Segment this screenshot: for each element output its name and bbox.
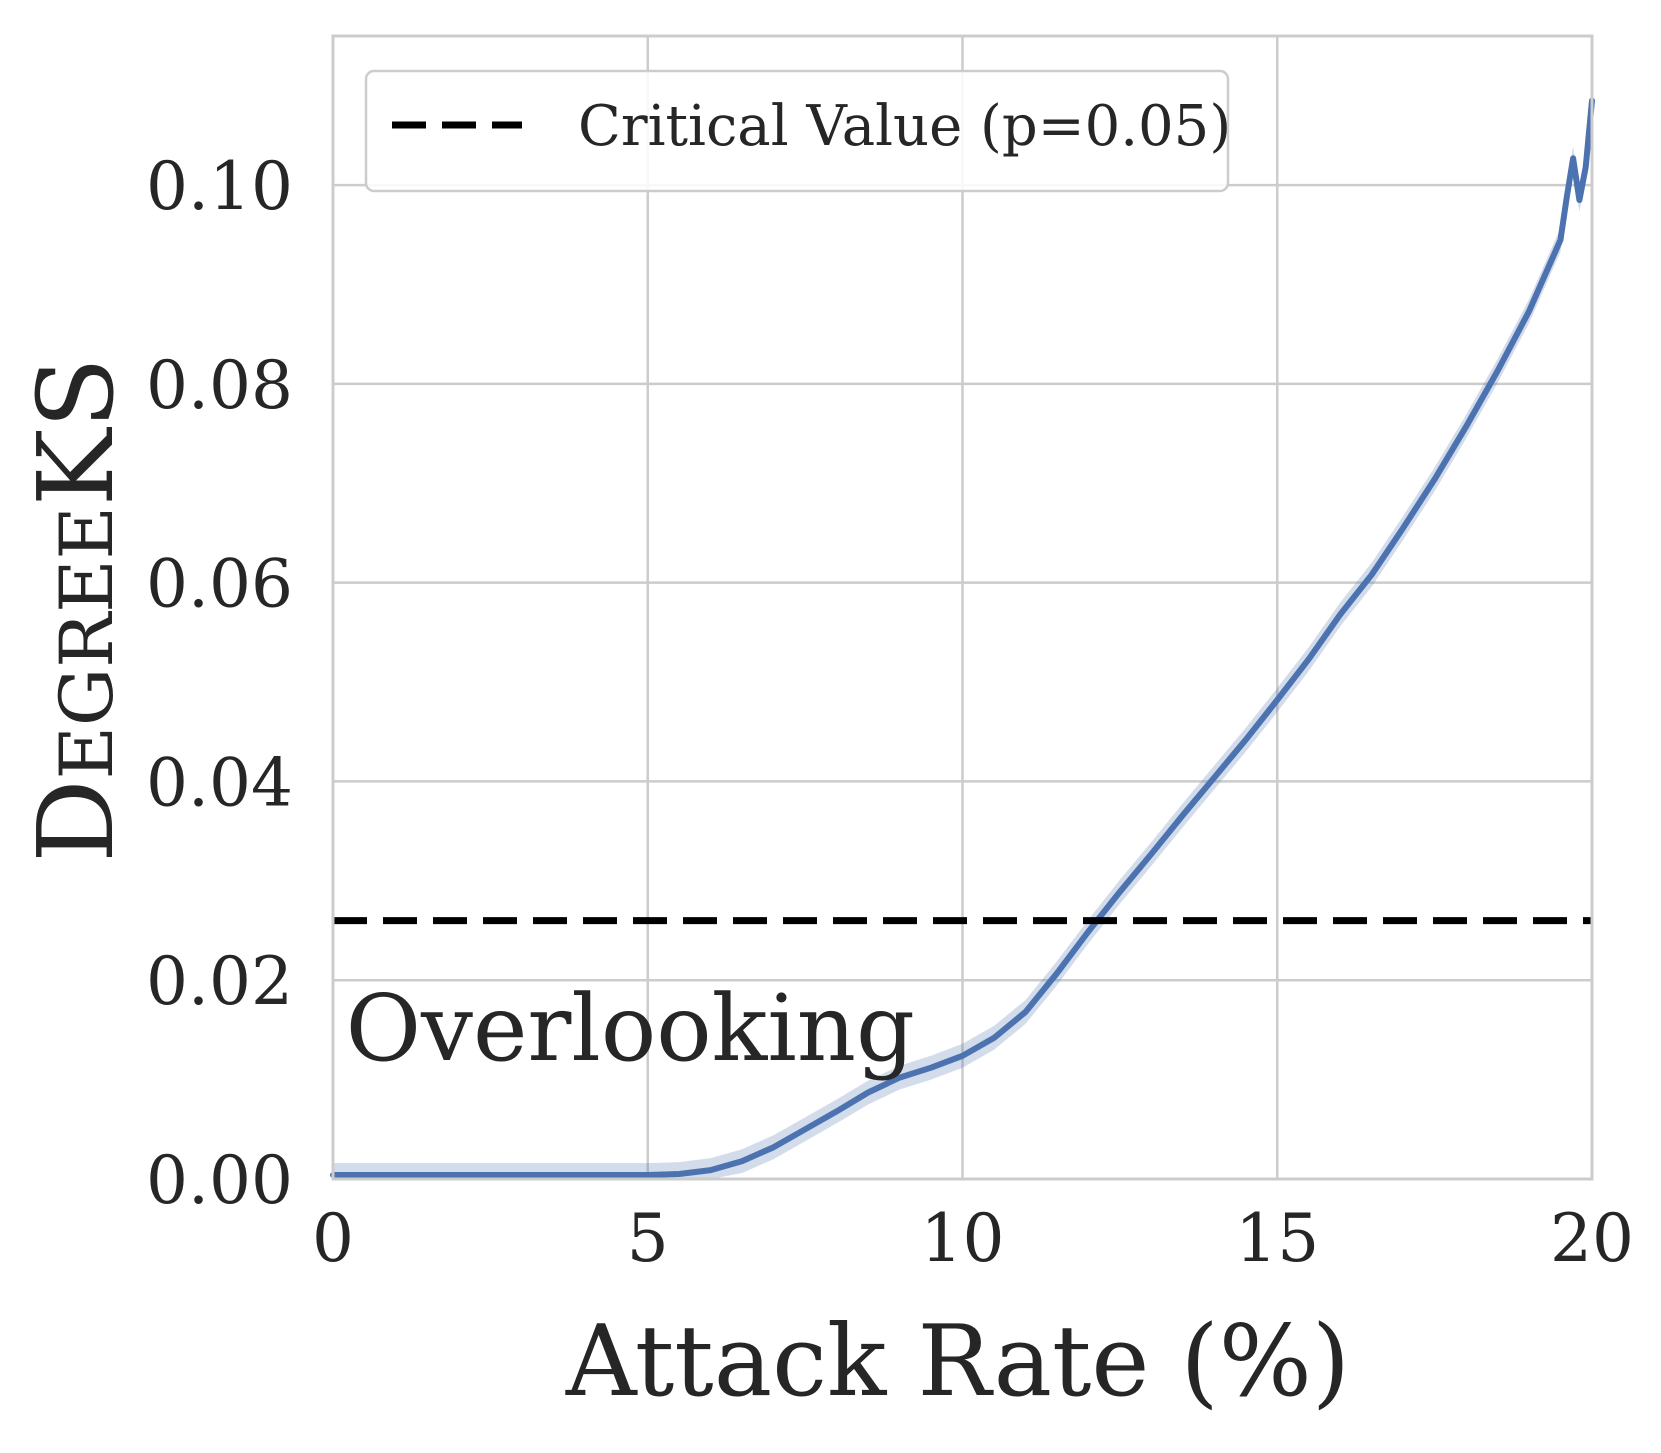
series-line-layer <box>330 97 1595 1178</box>
y-tick-label: 0.00 <box>146 1142 293 1219</box>
legend: Critical Value (p=0.05) <box>364 69 1231 193</box>
x-tick-label: 10 <box>921 1200 1005 1277</box>
series-line <box>330 97 1595 1178</box>
annotation-overlooking: Overlooking <box>346 975 915 1082</box>
x-tick-labels: 0 5 10 15 20 <box>312 1200 1634 1277</box>
y-axis-title: DegreeKS <box>15 357 137 862</box>
x-tick-label: 0 <box>312 1200 354 1277</box>
y-tick-label: 0.06 <box>146 546 293 623</box>
y-tick-labels: 0.00 0.02 0.04 0.06 0.08 0.10 <box>146 148 293 1219</box>
y-tick-label: 0.04 <box>146 744 293 821</box>
plot-frame <box>331 34 1594 1181</box>
x-axis-title: Attack Rate (%) <box>565 1305 1350 1419</box>
y-tick-label: 0.10 <box>146 148 293 225</box>
y-tick-label: 0.08 <box>146 347 293 424</box>
x-tick-label: 15 <box>1235 1200 1319 1277</box>
legend-box <box>364 69 1230 193</box>
x-tick-label: 20 <box>1550 1200 1634 1277</box>
legend-label: Critical Value (p=0.05) <box>578 94 1231 159</box>
y-tick-label: 0.02 <box>146 943 293 1020</box>
x-tick-label: 5 <box>627 1200 669 1277</box>
